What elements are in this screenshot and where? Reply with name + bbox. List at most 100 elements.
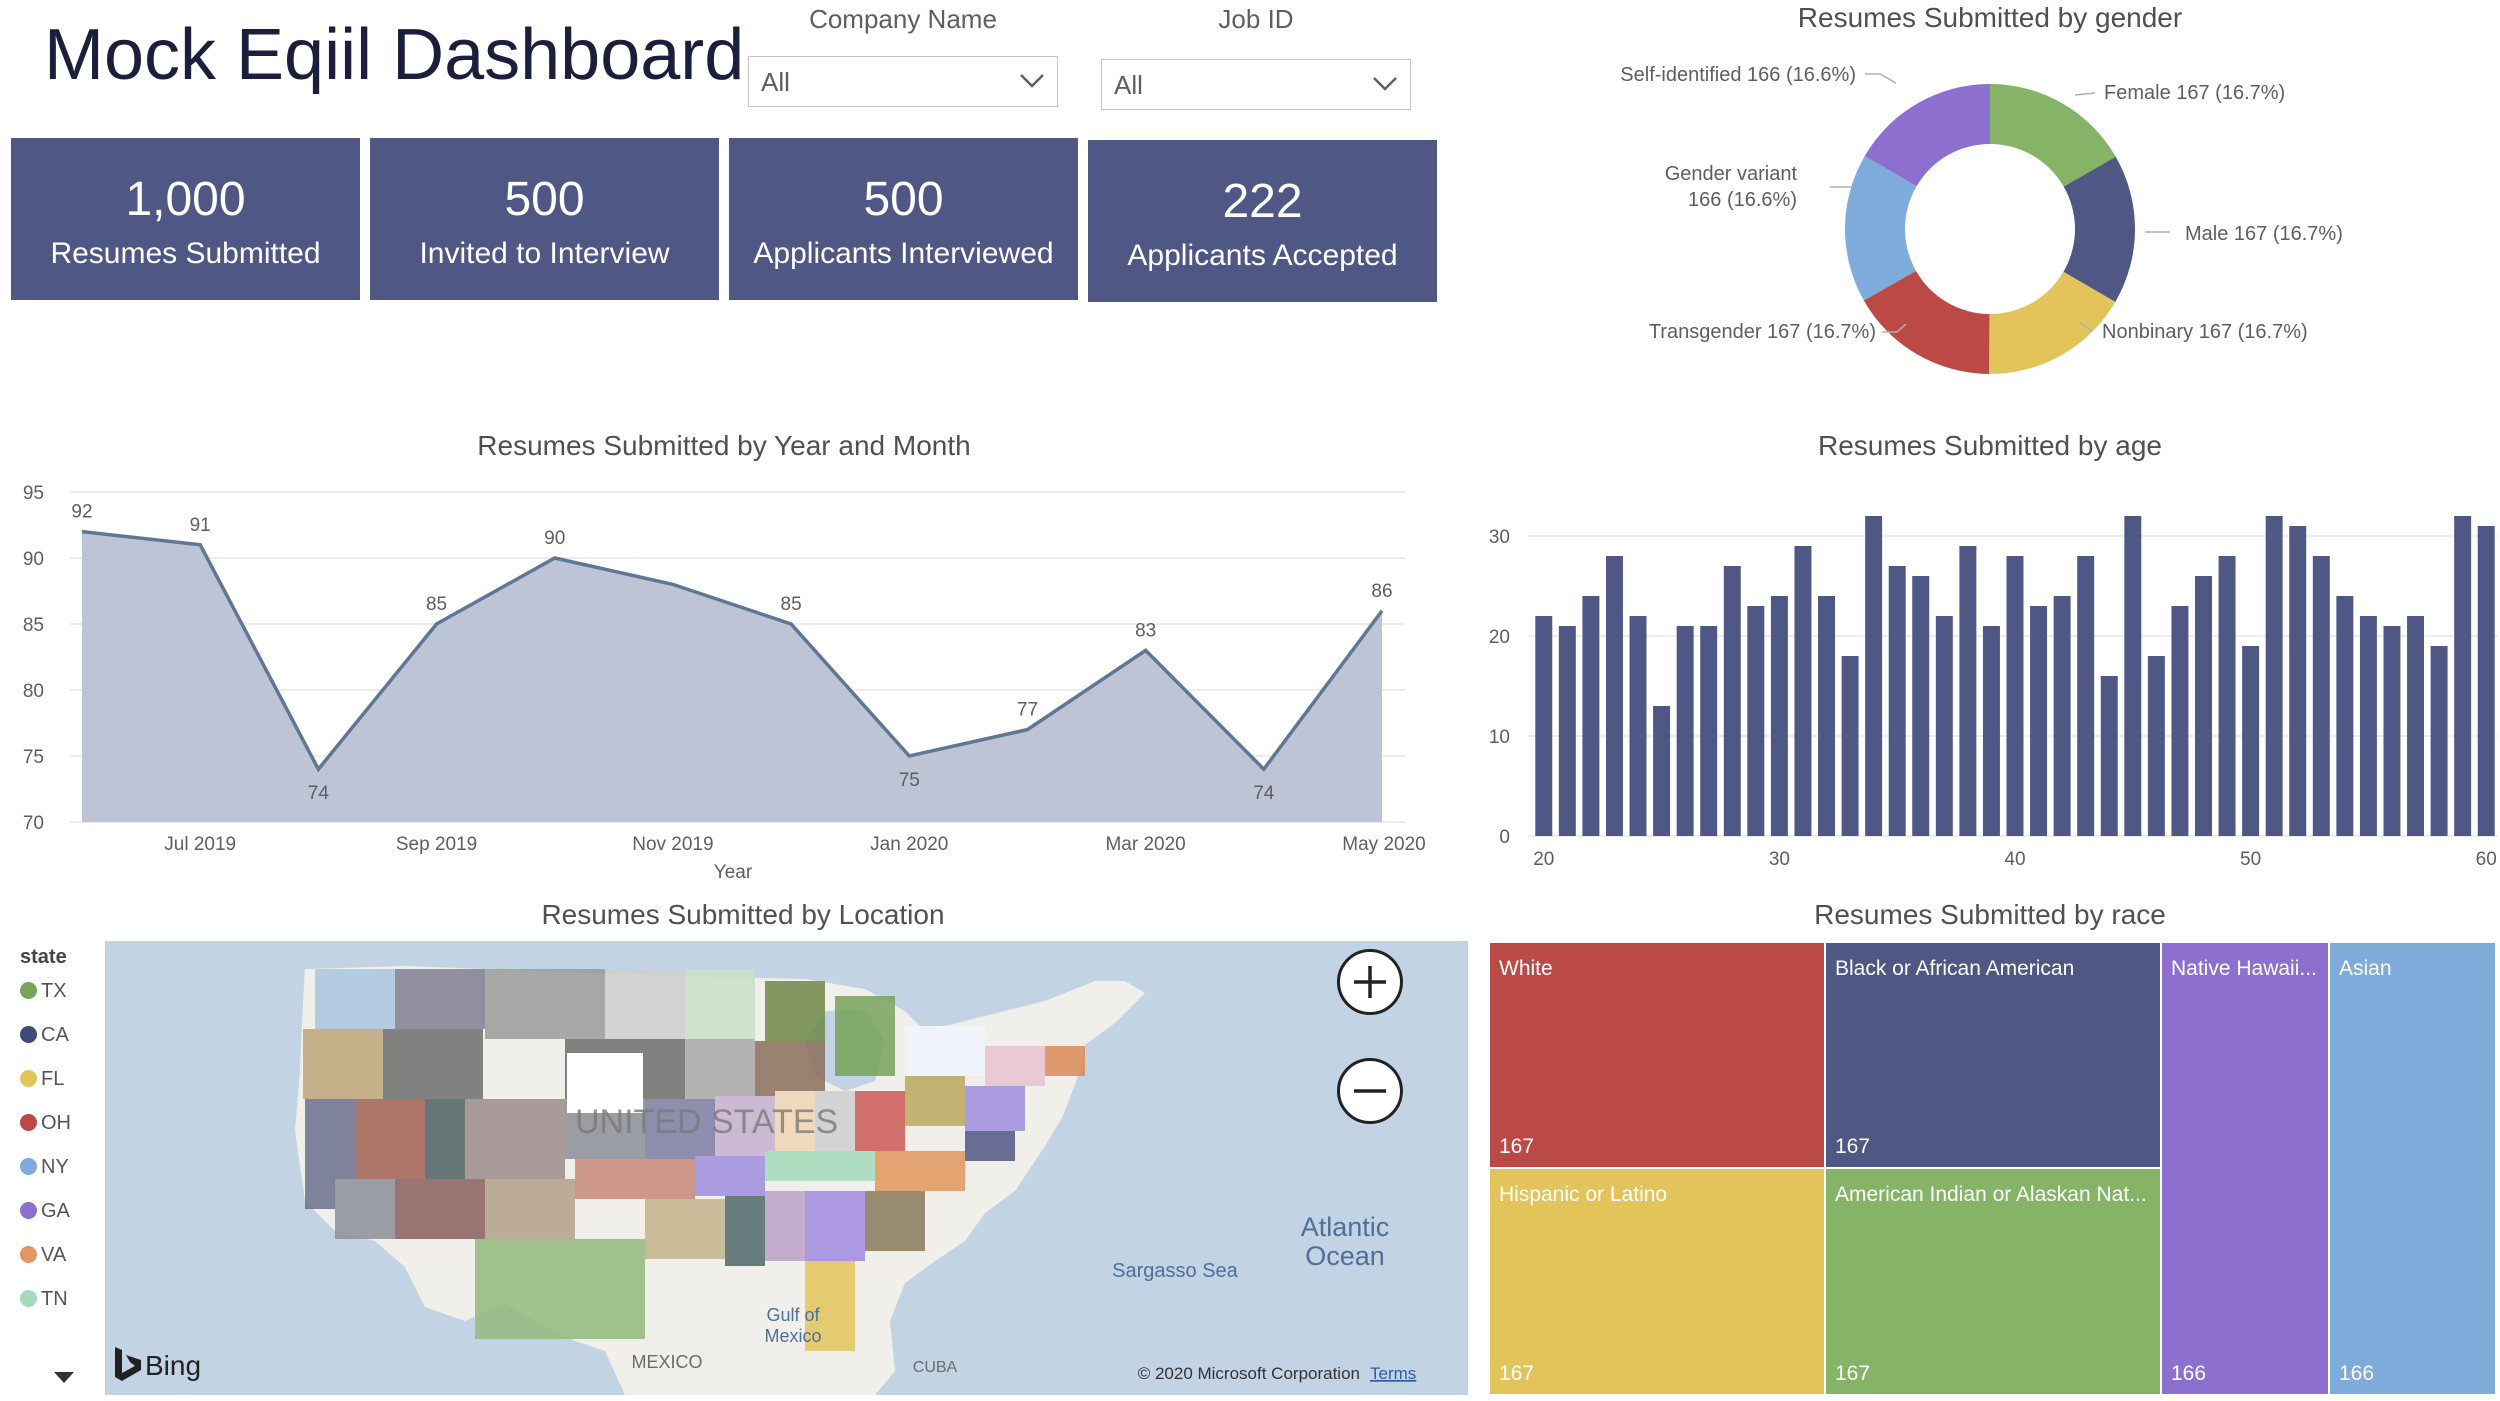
age-bar[interactable] — [2218, 556, 2236, 836]
age-bar[interactable] — [2430, 646, 2448, 836]
legend-color-dot — [20, 1026, 37, 1043]
map-zoom-in-button[interactable] — [1337, 949, 1403, 1015]
legend-label: VA — [41, 1244, 67, 1266]
age-bar[interactable] — [1912, 576, 1930, 836]
legend-item-ga[interactable]: GA — [20, 1200, 70, 1223]
age-bar[interactable] — [1747, 606, 1765, 836]
map-zoom-out-button[interactable] — [1337, 1058, 1403, 1124]
race-chart-title: Resumes Submitted by race — [1814, 899, 2166, 930]
age-bar[interactable] — [2006, 556, 2024, 836]
gender-label-gender-variant-value: 166 (16.6%) — [1688, 189, 1797, 211]
race-tile-black-or-african-american[interactable]: Black or African American 167 — [1826, 943, 2160, 1167]
age-bar[interactable] — [1558, 626, 1576, 836]
map-label-ocean-line2: Ocean — [1305, 1241, 1385, 1271]
kpi-card-resumes-submitted[interactable]: 1,000 Resumes Submitted — [11, 138, 360, 300]
race-tile-native-hawaii[interactable]: Native Hawaii... 166 — [2162, 943, 2328, 1394]
race-tile-value: 167 — [1499, 1362, 1535, 1385]
gender-slice-self-identified[interactable] — [1864, 84, 1990, 187]
age-bar[interactable] — [1629, 616, 1647, 836]
age-bar[interactable] — [1676, 626, 1694, 836]
legend-item-ca[interactable]: CA — [20, 1024, 69, 1047]
age-bar[interactable] — [1865, 516, 1883, 836]
age-bar[interactable] — [1700, 626, 1718, 836]
kpi-card-invited-to-interview[interactable]: 500 Invited to Interview — [370, 138, 719, 300]
gender-label-female: Female 167 (16.7%) — [2104, 82, 2285, 104]
map-label-sargasso: Sargasso Sea — [1112, 1260, 1239, 1282]
kpi-card-applicants-interviewed[interactable]: 500 Applicants Interviewed — [729, 138, 1078, 300]
age-bar[interactable] — [2383, 626, 2401, 836]
age-bar[interactable] — [2124, 516, 2142, 836]
gender-slice-male[interactable] — [2063, 156, 2135, 303]
race-tile-value: 167 — [1835, 1362, 1871, 1385]
age-bar[interactable] — [2289, 526, 2307, 836]
age-bar[interactable] — [2053, 596, 2071, 836]
age-x-tick-label: 50 — [2240, 849, 2261, 870]
age-bar[interactable] — [1935, 616, 1953, 836]
map-legend-title: state — [20, 946, 67, 968]
age-bar[interactable] — [2312, 556, 2330, 836]
age-bar[interactable] — [1794, 546, 1812, 836]
age-bar[interactable] — [1982, 626, 2000, 836]
age-bar[interactable] — [2195, 576, 2212, 836]
age-bar[interactable] — [2359, 616, 2377, 836]
location-map-title: Resumes Submitted by Location — [541, 899, 945, 930]
age-bar[interactable] — [1959, 546, 1977, 836]
age-y-tick-label: 10 — [1489, 727, 1510, 748]
legend-item-va[interactable]: VA — [20, 1244, 66, 1267]
age-y-tick-label: 20 — [1489, 627, 1510, 648]
kpi-card-applicants-accepted[interactable]: 222 Applicants Accepted — [1088, 140, 1437, 302]
race-tile-label: Native Hawaii... — [2171, 957, 2317, 980]
legend-label: OH — [41, 1112, 71, 1134]
race-tile-hispanic-or-latino[interactable]: Hispanic or Latino 167 — [1490, 1168, 1824, 1394]
map-label-mexico: MEXICO — [631, 1352, 702, 1372]
age-bar[interactable] — [2030, 606, 2048, 836]
chevron-down-icon — [1020, 74, 1044, 88]
age-bar[interactable] — [1818, 596, 1835, 836]
legend-item-ny[interactable]: NY — [20, 1156, 69, 1179]
age-bar[interactable] — [1653, 706, 1671, 836]
age-bar[interactable] — [2454, 516, 2472, 836]
age-bar[interactable] — [1723, 566, 1741, 836]
age-bar[interactable] — [1888, 566, 1906, 836]
age-bar[interactable] — [2477, 526, 2495, 836]
month-area-chart[interactable]: 92 91 74 85 90 85 75 77 83 74 86 70 75 80 85 90 95 Jul … — [0, 470, 1450, 890]
age-bar[interactable] — [2265, 516, 2283, 836]
month-x-tick-label: Jan 2020 — [870, 834, 948, 855]
map-label-ocean-line1: Atlantic — [1301, 1212, 1390, 1242]
map-terms-link[interactable]: Terms — [1370, 1364, 1416, 1383]
gender-slice-female[interactable] — [1990, 84, 2116, 187]
age-bar[interactable] — [1605, 556, 1623, 836]
legend-item-fl[interactable]: FL — [20, 1068, 64, 1091]
location-map[interactable]: UNITED STATES Atlantic Ocean Sargasso Se… — [105, 941, 1468, 1395]
age-bar[interactable] — [2336, 596, 2354, 836]
race-tile-american-indian-or-alaskan-nat[interactable]: American Indian or Alaskan Nat... 167 — [1826, 1168, 2160, 1394]
age-bar[interactable] — [2171, 606, 2189, 836]
race-tile-white[interactable]: White 167 — [1490, 943, 1824, 1167]
gender-donut-chart[interactable]: Female 167 (16.7%) Male 167 (16.7%) Nonb… — [1470, 42, 2500, 402]
age-bar[interactable] — [1535, 616, 1553, 836]
age-bar[interactable] — [1582, 596, 1600, 836]
legend-item-oh[interactable]: OH — [20, 1112, 71, 1135]
age-bar[interactable] — [2242, 646, 2260, 836]
job-id-dropdown[interactable]: All — [1101, 59, 1411, 110]
month-data-label: 83 — [1135, 620, 1156, 641]
age-bar[interactable] — [2407, 616, 2425, 836]
age-bar[interactable] — [2147, 656, 2165, 836]
gender-slice-nonbinary[interactable] — [1989, 271, 2116, 374]
age-bar[interactable] — [1841, 656, 1859, 836]
legend-scroll-down-icon[interactable] — [54, 1372, 74, 1383]
race-tile-label: Asian — [2339, 957, 2392, 980]
age-bar[interactable] — [1770, 596, 1788, 836]
gender-slice-gender-variant[interactable] — [1845, 155, 1917, 301]
age-bar[interactable] — [2100, 676, 2118, 836]
race-tile-asian[interactable]: Asian 166 — [2330, 943, 2495, 1394]
legend-item-tn[interactable]: TN — [20, 1288, 68, 1311]
age-bar-chart[interactable]: 0 10 20 30 20 30 40 50 60 — [1480, 470, 2500, 880]
company-name-dropdown[interactable]: All — [748, 56, 1058, 107]
month-series-line[interactable] — [81, 529, 1384, 773]
age-bar[interactable] — [2077, 556, 2095, 836]
gender-slice-transgender[interactable] — [1863, 270, 1990, 374]
map-copyright: © 2020 Microsoft Corporation — [1138, 1364, 1360, 1383]
legend-item-tx[interactable]: TX — [20, 980, 67, 1003]
gender-label-gender-variant: Gender variant — [1665, 163, 1798, 185]
